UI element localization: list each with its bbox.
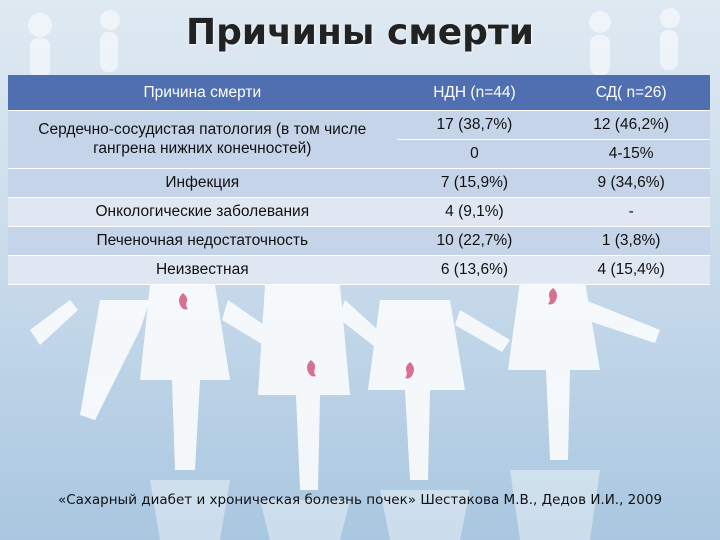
table-header-row: Причина смерти НДН (n=44) СД( n=26) (8, 75, 710, 111)
cause-cell: Неизвестная (8, 255, 397, 285)
sd-cell: 12 (46,2%) (552, 110, 710, 140)
header-cause: Причина смерти (8, 75, 397, 111)
causes-of-death-table: Причина смерти НДН (n=44) СД( n=26) Серд… (8, 75, 710, 285)
sd-cell: 9 (34,6%) (552, 168, 710, 198)
sd-cell: - (552, 197, 710, 227)
kidney-icon (548, 288, 557, 305)
cause-cell: Печеночная недостаточность (8, 226, 397, 256)
ndn-cell: 7 (15,9%) (396, 168, 553, 198)
sd-cell: 4 (15,4%) (552, 255, 710, 285)
table-row: Сердечно-сосудистая патология (в том чис… (8, 110, 710, 169)
table-row: Печеночная недостаточность 10 (22,7%) 1 … (8, 226, 710, 256)
ndn-cell: 4 (9,1%) (396, 197, 553, 227)
kidney-icon (179, 293, 188, 310)
table-row: Онкологические заболевания 4 (9,1%) - (8, 197, 710, 227)
cause-cell: Онкологические заболевания (8, 197, 397, 227)
ndn-cell: 10 (22,7%) (396, 226, 553, 256)
ndn-cell: 0 (396, 139, 553, 169)
ndn-cell: 6 (13,6%) (396, 255, 553, 285)
table-row: Неизвестная 6 (13,6%) 4 (15,4%) (8, 255, 710, 285)
sd-cell: 1 (3,8%) (552, 226, 710, 256)
table-row: 0 4-15% (8, 139, 710, 169)
kidney-icon (405, 362, 414, 379)
header-ndn: НДН (n=44) (396, 75, 553, 111)
citation-text: «Сахарный диабет и хроническая болезнь п… (57, 492, 663, 508)
kidney-icon (307, 360, 316, 377)
page-title: Причины смерти (185, 12, 535, 53)
table-row: Инфекция 7 (15,9%) 9 (34,6%) (8, 168, 710, 198)
cause-cell: Инфекция (8, 168, 397, 198)
cause-cell: Сердечно-сосудистая патология (в том чис… (8, 110, 397, 169)
ndn-cell: 17 (38,7%) (396, 110, 553, 140)
sd-cell: 4-15% (552, 139, 710, 169)
header-sd: СД( n=26) (552, 75, 710, 111)
